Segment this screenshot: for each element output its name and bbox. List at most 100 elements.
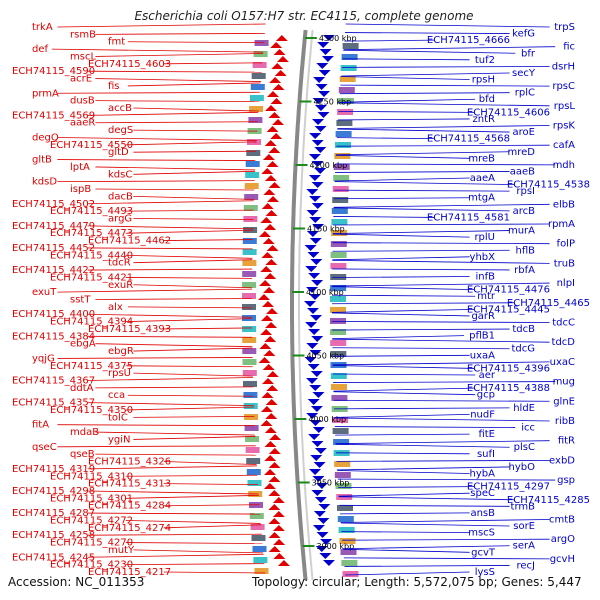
leader-line	[342, 545, 510, 550]
leader-line	[337, 125, 550, 129]
leader-line	[332, 249, 510, 252]
leader-line	[87, 490, 259, 495]
reverse-gene-arrow	[314, 105, 327, 111]
leader-line	[133, 415, 255, 418]
leader-line	[125, 520, 261, 524]
feature-block	[337, 109, 354, 115]
leader-line	[333, 387, 475, 392]
kbp-label: 4150 kbp	[307, 225, 345, 234]
gene-label: rpmA	[548, 219, 575, 230]
leader-line	[337, 478, 556, 481]
backbone-arc	[290, 29, 308, 581]
reverse-gene-arrow	[305, 322, 318, 328]
leader-line	[133, 170, 255, 175]
leader-line	[125, 365, 253, 368]
leader-line	[95, 166, 256, 171]
leader-line	[133, 150, 257, 153]
feature-block	[330, 296, 346, 302]
leader-line	[87, 512, 261, 515]
gene-label: ygiN	[108, 434, 131, 445]
gene-label: ECH74115_4400	[12, 309, 95, 320]
leader-line	[332, 321, 550, 323]
leader-line	[163, 239, 253, 241]
feature-block	[242, 315, 256, 321]
leader-line	[334, 407, 510, 410]
reverse-gene-arrow	[317, 42, 330, 48]
leader-line	[338, 118, 470, 121]
kbp-label: 4250 kbp	[313, 98, 351, 107]
feature-block	[334, 461, 351, 467]
forward-gene-arrow	[272, 497, 285, 503]
forward-gene-arrow	[259, 343, 272, 349]
reverse-gene-arrow	[312, 525, 325, 531]
forward-gene-arrow	[259, 280, 272, 286]
leader-line	[332, 276, 470, 278]
feature-block	[330, 329, 347, 335]
feature-block	[340, 65, 357, 71]
leader-line	[345, 23, 550, 28]
leader-line	[338, 486, 475, 489]
leader-line	[343, 49, 516, 54]
feature-block	[331, 395, 348, 401]
gene-label: ECH74115_4287	[12, 508, 95, 519]
feature-block	[242, 260, 257, 266]
gene-label: accB	[108, 103, 132, 114]
gene-label: infB	[476, 272, 496, 283]
gene-label: arcB	[513, 206, 536, 217]
map-title: Escherichia coli O157:H7 str. EC4115, co…	[134, 9, 473, 23]
leader-line	[87, 225, 254, 230]
forward-gene-arrow	[276, 56, 289, 62]
forward-gene-arrow	[261, 315, 274, 321]
feature-block	[338, 87, 355, 93]
feature-block	[340, 549, 357, 555]
leader-line	[332, 308, 475, 313]
leader-line	[332, 328, 510, 331]
feature-block	[332, 428, 349, 434]
leader-line	[339, 496, 515, 501]
forward-gene-arrow	[268, 504, 281, 510]
gene-label: tdcR	[108, 258, 131, 269]
leader-line	[87, 402, 254, 407]
reverse-gene-arrow	[307, 308, 320, 314]
gene-label: mtgA	[468, 193, 495, 204]
leader-line	[87, 268, 253, 271]
feature-block	[243, 381, 257, 387]
reverse-gene-arrow	[310, 315, 323, 321]
gene-label: aer	[479, 370, 496, 381]
gene-label: dsrH	[552, 61, 575, 72]
kbp-label: 4300 kbp	[319, 34, 357, 43]
feature-block	[243, 392, 258, 398]
gene-label: tuf2	[475, 55, 495, 66]
leader-line	[342, 538, 550, 541]
gene-label: ECH74115_4581	[427, 212, 510, 223]
leader-line	[87, 377, 254, 381]
leader-line	[95, 121, 258, 124]
gene-label: def	[32, 44, 49, 55]
feature-block	[242, 359, 257, 365]
leader-line	[163, 62, 263, 65]
kbp-label: 3950 kbp	[312, 479, 350, 488]
gene-label: ECH74115_4313	[88, 479, 171, 490]
leader-line	[342, 58, 470, 61]
gene-label: ECH74115_4440	[50, 250, 133, 261]
feature-block	[245, 447, 260, 453]
reverse-gene-arrow	[315, 483, 328, 489]
gene-label: ECH74115_4367	[12, 376, 95, 387]
gene-label: rplC	[515, 88, 535, 99]
gene-label: uxaA	[470, 350, 495, 361]
gene-label: ECH74115_4493	[50, 206, 133, 217]
gene-label: ECH74115_4473	[50, 228, 133, 239]
gene-label: tdcD	[552, 337, 576, 348]
reverse-gene-arrow	[308, 434, 321, 440]
gene-label: gcvH	[550, 554, 575, 565]
forward-gene-arrow	[262, 378, 275, 384]
leader-line	[163, 461, 257, 465]
leader-line	[335, 154, 470, 159]
forward-gene-arrow	[277, 560, 290, 566]
reverse-gene-arrow	[313, 511, 326, 517]
reverse-gene-arrow	[318, 91, 331, 97]
reverse-gene-arrow	[314, 168, 327, 174]
leader-line	[338, 110, 475, 113]
forward-gene-arrow	[258, 231, 271, 237]
gene-label: pflB1	[469, 331, 495, 342]
